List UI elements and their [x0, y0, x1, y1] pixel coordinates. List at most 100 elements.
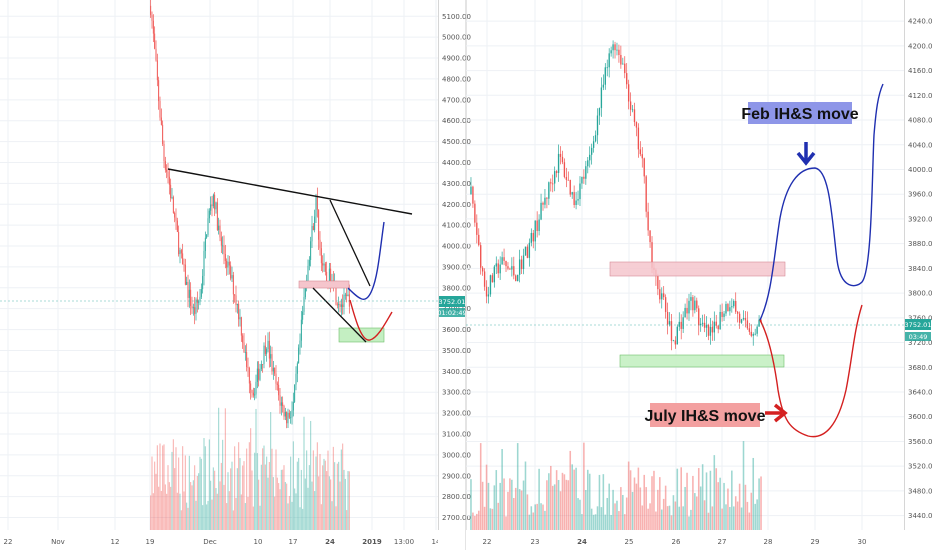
left-y-tick-label: 3500.00: [442, 347, 471, 355]
left-x-tick-label: 13:00: [394, 538, 414, 546]
left-y-tick-label: 3200.00: [442, 410, 471, 418]
left-volume-bar: [271, 448, 273, 530]
left-candle-body: [328, 268, 330, 288]
left-volume-bar: [291, 501, 293, 530]
right-volume-bar: [551, 485, 554, 530]
left-candle-body: [232, 275, 234, 295]
right-candle-body: [590, 147, 593, 155]
left-candle-body: [154, 33, 156, 49]
left-volume-bar: [234, 446, 236, 530]
right-candle-body: [501, 257, 503, 265]
left-candle-body: [186, 281, 188, 285]
left-volume-bar: [315, 456, 317, 530]
left-resistance-zone: [298, 280, 350, 289]
right-y-tick-label: 4040.00: [908, 141, 932, 149]
right-candle-body: [639, 149, 642, 155]
left-volume-bar: [270, 412, 272, 530]
right-candle-body: [524, 246, 527, 256]
right-price-label: 3752.01: [905, 321, 932, 329]
right-volume-bar: [505, 516, 507, 530]
right-volume-bar: [571, 464, 573, 530]
left-volume-bar: [290, 456, 292, 530]
left-volume-bar: [278, 483, 280, 530]
right-candle-body: [542, 202, 544, 205]
right-y-tick-label: 3880.00: [908, 240, 932, 248]
left-volume-bar: [236, 468, 238, 530]
right-candle-body: [666, 311, 669, 325]
right-volume-bar: [530, 506, 533, 530]
left-candle-body: [214, 194, 216, 210]
left-candle-body: [298, 347, 300, 364]
left-volume-bar: [178, 457, 180, 530]
left-volume-bar: [339, 481, 341, 530]
left-candle-body: [336, 304, 338, 306]
left-volume-bar: [340, 449, 342, 530]
left-volume-bar: [216, 493, 218, 530]
left-volume-bar: [280, 469, 282, 530]
left-candle-body: [190, 289, 192, 306]
left-volume-bar: [344, 478, 346, 530]
left-candle-body: [220, 237, 222, 246]
right-candle-body: [526, 246, 529, 258]
right-candle-body: [616, 49, 618, 51]
right-candle-body: [579, 183, 581, 200]
left-x-tick-label: 24: [325, 538, 335, 546]
right-volume-bar: [479, 443, 482, 530]
left-candle-body: [287, 412, 289, 424]
right-candle-body: [569, 179, 571, 195]
left-volume-bar: [287, 503, 289, 530]
panel-left-time-axis: [0, 530, 438, 550]
right-volume-bar: [600, 507, 603, 530]
left-candle-body: [291, 410, 293, 418]
left-candle-body: [184, 264, 186, 285]
right-volume-bar: [485, 464, 488, 530]
right-volume-bar: [569, 450, 572, 530]
panel-left-grid: [0, 0, 438, 530]
right-volume-bar: [711, 506, 714, 530]
july-label: July IH&S move: [645, 408, 766, 425]
left-candle-body: [283, 406, 285, 417]
right-candle-body: [474, 203, 476, 223]
right-y-tick-label: 3920.00: [908, 215, 932, 223]
left-volume-bar: [160, 490, 162, 530]
left-volume-bar: [330, 479, 332, 530]
left-volume-bar: [230, 468, 232, 530]
right-candle-body: [758, 319, 760, 327]
left-volume-bar: [259, 505, 261, 530]
right-price-tag: 3752.01 03:49: [905, 319, 932, 341]
right-volume-bar: [563, 474, 566, 530]
right-candle-body: [647, 211, 649, 231]
right-candle-body: [561, 156, 564, 163]
right-candle-body: [686, 307, 688, 314]
left-volume-bar: [323, 458, 325, 530]
right-volume-bar: [633, 477, 636, 530]
left-volume-bar: [162, 445, 164, 530]
right-candle-body: [746, 320, 749, 329]
left-wedge-upper-line: [329, 199, 371, 287]
right-candle-body: [740, 319, 743, 323]
right-candle-body: [532, 232, 534, 242]
left-candle-body: [316, 197, 318, 210]
left-volume-bar: [254, 452, 256, 530]
left-candle-body: [236, 303, 238, 306]
left-candle-body: [234, 294, 236, 296]
left-candle-body: [178, 231, 180, 255]
right-x-tick-label: 26: [672, 538, 681, 546]
left-volume-bar: [168, 482, 170, 530]
left-red-projection: [349, 299, 393, 341]
right-volume-bar: [610, 514, 612, 530]
right-volume-bar: [548, 473, 550, 530]
right-candle-body: [756, 326, 758, 334]
left-y-tick-label: 4800.00: [442, 75, 471, 83]
right-volume-bar: [559, 491, 562, 530]
right-candle-body: [608, 53, 610, 68]
left-candle-body: [187, 281, 189, 298]
right-volume-bar: [637, 467, 640, 530]
right-volume-bar: [491, 508, 494, 530]
left-volume-bar: [327, 450, 329, 530]
left-candle-body: [174, 212, 176, 218]
right-y-tick-label: 3600.00: [908, 413, 932, 421]
right-volume-bar: [760, 476, 762, 530]
left-candle-body: [324, 263, 326, 272]
